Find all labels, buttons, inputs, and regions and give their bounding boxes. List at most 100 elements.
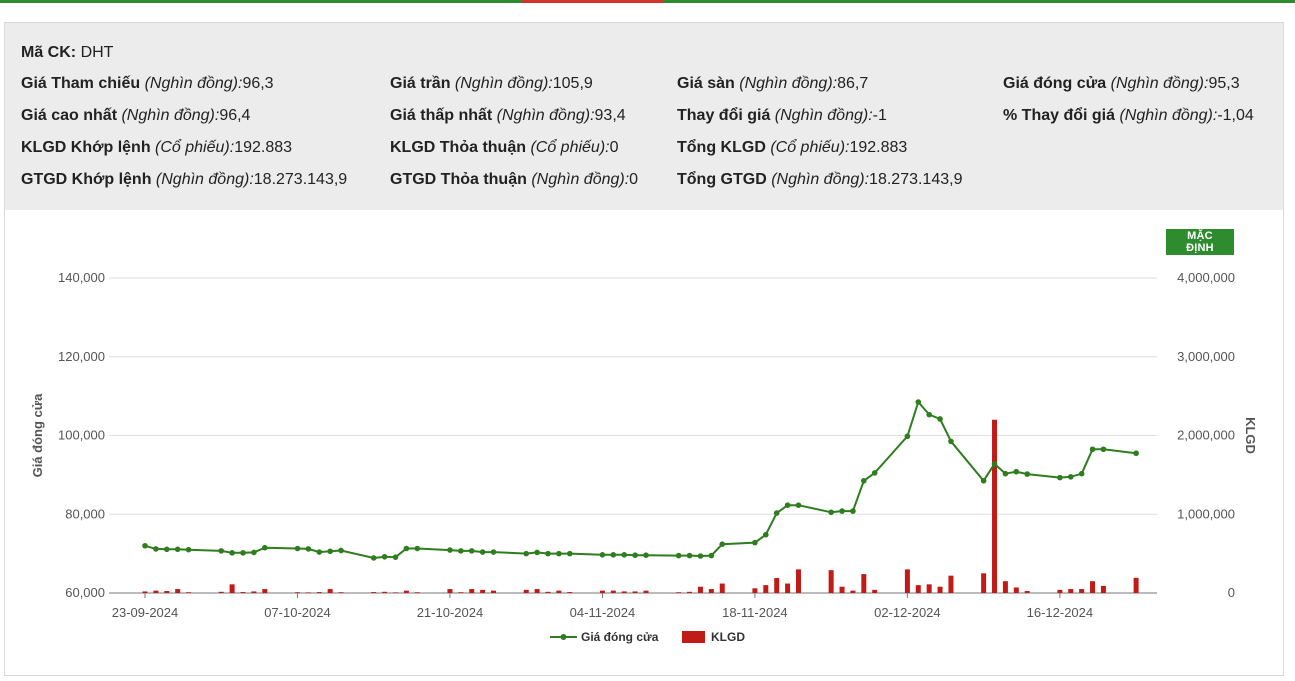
volume-bar xyxy=(763,585,769,593)
info-field-value: 105,9 xyxy=(552,75,593,92)
x-tick-label: 21-10-2024 xyxy=(417,605,484,620)
price-point xyxy=(871,470,878,476)
y-right-tick-label: 1,000,000 xyxy=(1177,506,1235,521)
volume-bar xyxy=(861,574,867,593)
volume-bar xyxy=(142,591,148,593)
volume-bar xyxy=(795,569,801,593)
price-point xyxy=(1133,450,1139,457)
price-point xyxy=(784,502,791,508)
info-field-label: GTGD Thỏa thuận xyxy=(390,171,532,188)
price-point xyxy=(1024,471,1030,477)
volume-bar xyxy=(697,586,703,593)
price-point xyxy=(142,542,148,549)
y-left-axis-title: Giá đóng cửa xyxy=(30,393,45,478)
info-field: Giá thấp nhất (Nghìn đồng):93,4 xyxy=(390,107,626,125)
volume-bar xyxy=(251,591,257,593)
x-tick-label: 04-11-2024 xyxy=(570,605,636,620)
info-field-value: 96,4 xyxy=(219,107,251,124)
price-point xyxy=(861,477,867,484)
info-field-label: Giá cao nhất xyxy=(21,107,122,124)
info-field-label: Tổng KLGD xyxy=(677,139,771,156)
info-field-unit: (Nghìn đồng): xyxy=(771,171,870,188)
price-point xyxy=(1057,474,1063,481)
volume-bar xyxy=(643,590,649,593)
ticker-value: DHT xyxy=(80,44,114,61)
price-point xyxy=(937,416,943,422)
price-point xyxy=(948,438,954,445)
price-point xyxy=(632,552,638,558)
y-left-tick-label: 80,000 xyxy=(65,506,105,521)
y-right-tick-label: 3,000,000 xyxy=(1177,349,1235,364)
price-point xyxy=(534,549,540,556)
info-field-unit: (Nghìn đồng): xyxy=(1110,75,1209,92)
ticker-row: Mã CK: DHT xyxy=(21,44,113,62)
y-right-tick-label: 4,000,000 xyxy=(1177,270,1235,285)
info-field-unit: (Nghìn đồng): xyxy=(1119,107,1218,124)
volume-bar xyxy=(523,589,529,593)
info-field-unit: (Nghìn đồng): xyxy=(531,171,630,188)
info-field-value: -1 xyxy=(872,107,887,124)
info-field: Giá sàn (Nghìn đồng):86,7 xyxy=(677,75,868,93)
info-field-unit: (Nghìn đồng): xyxy=(121,107,220,124)
volume-bar xyxy=(305,592,311,593)
info-field-value: 192.883 xyxy=(849,139,908,156)
info-field-unit: (Nghìn đồng): xyxy=(155,171,254,188)
volume-bar xyxy=(469,589,475,593)
volume-bar xyxy=(153,590,159,593)
default-view-button[interactable]: MẶC ĐỊNH xyxy=(1166,229,1234,255)
price-point xyxy=(1002,470,1009,477)
price-point xyxy=(545,550,551,557)
price-point xyxy=(904,433,911,440)
price-point xyxy=(773,510,780,516)
x-tick-label: 23-09-2024 xyxy=(112,605,179,620)
volume-bar xyxy=(621,591,627,593)
info-field-label: Giá Tham chiếu xyxy=(21,75,145,92)
volume-bar xyxy=(491,590,497,593)
volume-bar xyxy=(414,592,420,593)
info-field-unit: (Nghìn đồng): xyxy=(454,75,553,92)
volume-bar xyxy=(186,592,192,593)
y-left-tick-label: 140,000 xyxy=(58,270,105,285)
volume-bar xyxy=(719,583,725,593)
volume-bar xyxy=(1024,591,1030,593)
price-point xyxy=(403,545,410,552)
price-volume-chart: 60,000 0 80,000 1,000,000 100,000 2,000,000 12… xyxy=(30,270,1258,644)
info-field-value: 192.883 xyxy=(234,139,293,156)
info-field-label: GTGD Khớp lệnh xyxy=(21,171,156,188)
price-point xyxy=(556,550,562,557)
volume-bar xyxy=(338,592,344,593)
volume-bar xyxy=(175,589,181,593)
info-field-unit: (Nghìn đồng): xyxy=(144,75,243,92)
price-point xyxy=(708,552,715,559)
info-field-value: 96,3 xyxy=(242,75,274,92)
top-accent-red xyxy=(522,0,664,3)
price-point xyxy=(1100,446,1107,453)
volume-bar xyxy=(534,589,540,593)
info-field-label: % Thay đổi giá xyxy=(1003,107,1120,124)
price-point xyxy=(675,552,682,559)
info-field-unit: (Nghìn đồng): xyxy=(739,75,838,92)
volume-bar xyxy=(556,590,562,593)
volume-bar xyxy=(1100,585,1106,593)
price-point xyxy=(163,546,170,553)
volume-bar xyxy=(316,592,322,593)
info-field: Giá đóng cửa (Nghìn đồng):95,3 xyxy=(1003,75,1240,93)
price-point xyxy=(262,544,268,551)
price-point xyxy=(490,549,497,555)
info-field-value: 18.273.143,9 xyxy=(869,171,963,188)
info-field: Giá Tham chiếu (Nghìn đồng):96,3 xyxy=(21,75,274,93)
volume-bar xyxy=(981,573,987,593)
volume-bar xyxy=(599,590,605,593)
info-field-unit: (Nghìn đồng): xyxy=(496,107,595,124)
info-field-value: 18.273.143,9 xyxy=(253,171,348,188)
volume-bar xyxy=(948,575,954,593)
volume-bar xyxy=(785,583,791,593)
volume-bar xyxy=(992,419,998,593)
y-right-tick-label: 0 xyxy=(1228,585,1235,600)
info-field: GTGD Khớp lệnh (Nghìn đồng):18.273.143,9 xyxy=(21,171,347,189)
info-field-value: 95,3 xyxy=(1208,75,1240,92)
price-point xyxy=(643,552,649,558)
y-left-tick-label: 120,000 xyxy=(58,349,105,364)
price-point xyxy=(251,549,257,556)
volume-bar xyxy=(937,586,943,593)
